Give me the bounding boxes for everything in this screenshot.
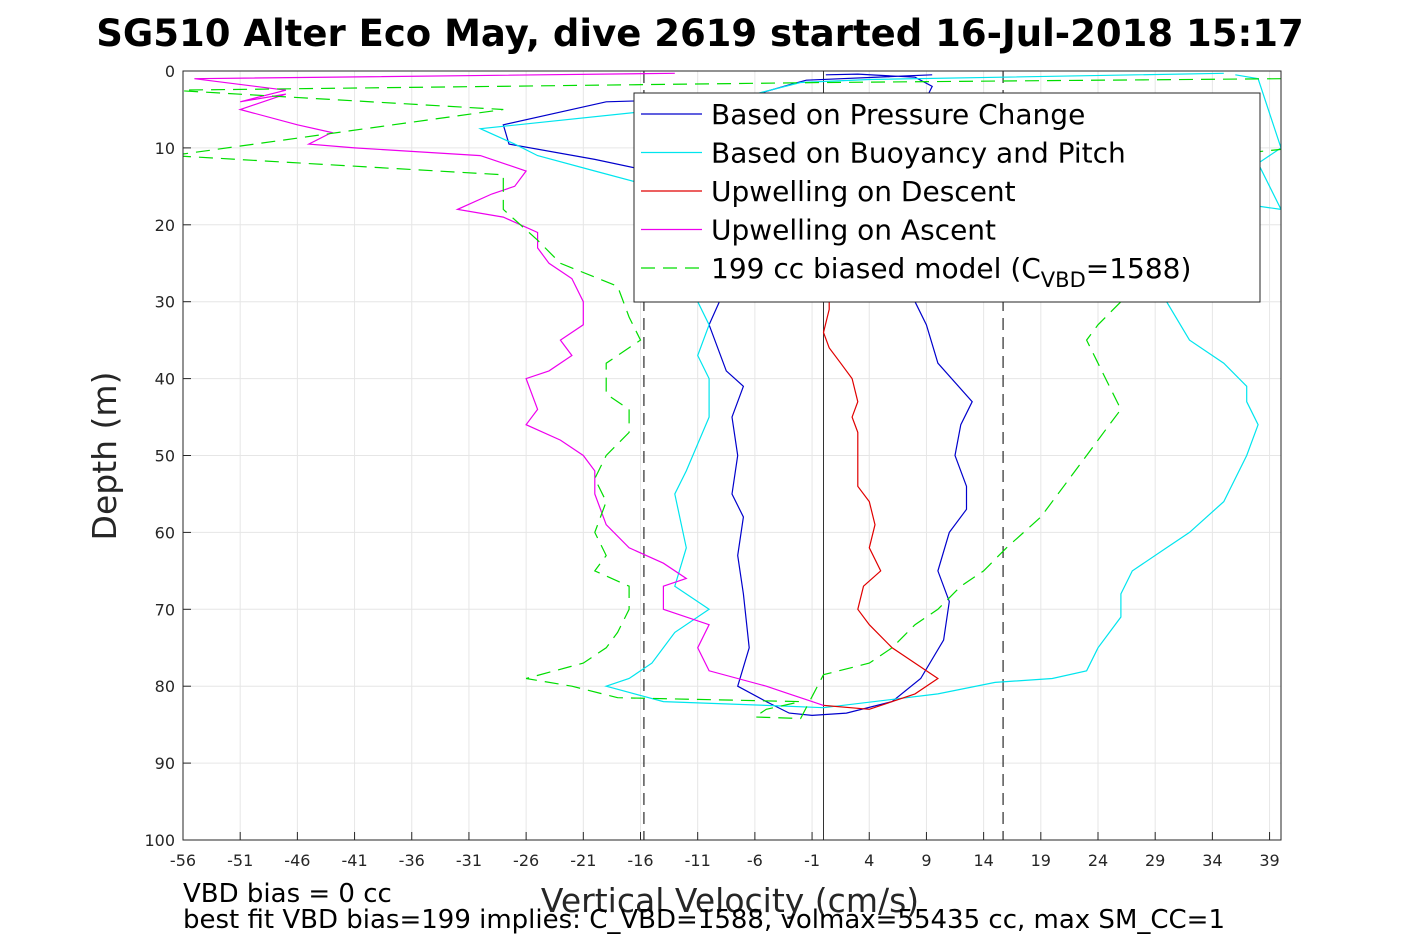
x-axis-label: Vertical Velocity (cm/s) xyxy=(541,881,919,920)
legend-label-1: Based on Pressure Change xyxy=(711,98,1085,131)
x-tick-label: -56 xyxy=(170,851,196,870)
x-tick-label: -16 xyxy=(627,851,653,870)
x-tick-label: 9 xyxy=(921,851,931,870)
y-tick-label: 90 xyxy=(155,754,175,773)
footer-line-2: best fit VBD bias=199 implies: C_VBD=158… xyxy=(183,905,1225,935)
series-line-2 xyxy=(478,72,1281,709)
x-tick-label: 29 xyxy=(1145,851,1165,870)
x-tick-label: -31 xyxy=(456,851,482,870)
x-tick-label: -21 xyxy=(570,851,596,870)
x-tick-label: -6 xyxy=(747,851,763,870)
x-tick-label: 14 xyxy=(973,851,993,870)
y-axis-label: Depth (m) xyxy=(85,372,124,541)
y-tick-label: 20 xyxy=(155,216,175,235)
x-tick-label: -46 xyxy=(284,851,310,870)
x-tick-label: -41 xyxy=(341,851,367,870)
x-tick-label: 34 xyxy=(1202,851,1222,870)
legend-label-4: Upwelling on Ascent xyxy=(711,214,996,247)
y-axis: 0 10 20 30 40 50 60 70 80 90 100 xyxy=(144,62,191,850)
y-tick-label: 40 xyxy=(155,370,175,389)
x-tick-label: 19 xyxy=(1031,851,1051,870)
series-line-5 xyxy=(183,78,1281,720)
y-tick-label: 0 xyxy=(165,62,175,81)
y-tick-label: 70 xyxy=(155,600,175,619)
x-tick-label: -51 xyxy=(227,851,253,870)
legend: Based on Pressure Change Based on Buoyanc… xyxy=(633,92,1261,303)
x-tick-label: -1 xyxy=(804,851,820,870)
y-tick-label: 100 xyxy=(144,831,175,850)
series-line-3 xyxy=(822,301,939,710)
legend-label-5: 199 cc biased model (CVBD=1588) xyxy=(711,252,1191,292)
x-tick-label: -11 xyxy=(685,851,711,870)
y-tick-label: 60 xyxy=(155,523,175,542)
chart-title: SG510 Alter Eco May, dive 2619 started 1… xyxy=(96,12,1304,55)
footer-line-1: VBD bias = 0 cc xyxy=(183,879,392,909)
legend-label-2: Based on Buoyancy and Pitch xyxy=(711,137,1126,170)
x-tick-label: 4 xyxy=(864,851,874,870)
y-tick-label: 10 xyxy=(155,139,175,158)
x-tick-label: 24 xyxy=(1088,851,1108,870)
series-line-4 xyxy=(194,72,824,706)
legend-label-3: Upwelling on Descent xyxy=(711,175,1016,208)
y-tick-label: 50 xyxy=(155,447,175,466)
x-tick-label: -26 xyxy=(513,851,539,870)
y-tick-label: 30 xyxy=(155,293,175,312)
y-tick-label: 80 xyxy=(155,677,175,696)
legend-box xyxy=(633,92,1261,303)
x-tick-label: -36 xyxy=(399,851,425,870)
x-axis: -56 -51 -46 -41 -36 -31 -26 -21 -16 -11 -6 -1 4 9 14 19… xyxy=(170,832,1280,870)
x-tick-label: 39 xyxy=(1259,851,1279,870)
